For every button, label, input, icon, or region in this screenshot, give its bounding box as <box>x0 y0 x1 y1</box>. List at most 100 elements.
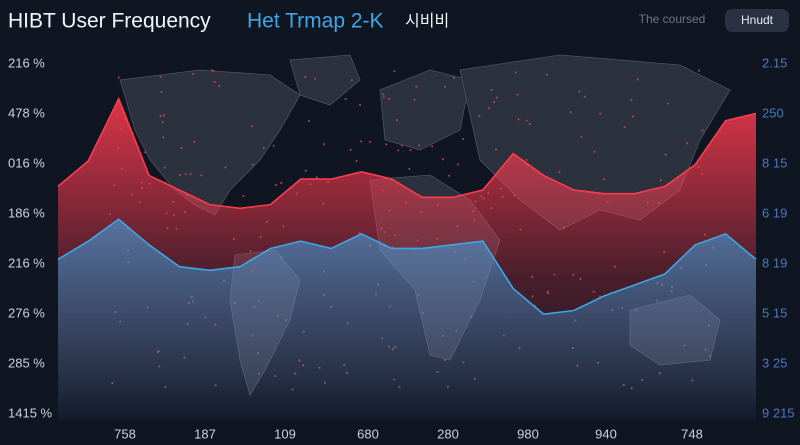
map-dot <box>701 129 704 132</box>
map-dot <box>381 93 385 96</box>
map-dot <box>315 176 318 179</box>
area <box>58 219 756 420</box>
overlay-layers <box>57 96 757 421</box>
map-dot <box>494 148 498 151</box>
map-dot <box>307 119 311 123</box>
map-dot <box>304 169 307 172</box>
left-label: 1415 % <box>8 405 53 420</box>
map-dot <box>160 90 163 93</box>
map-dot <box>457 163 460 166</box>
map-dot <box>478 114 481 117</box>
map-dot <box>583 95 586 98</box>
map-dot <box>159 114 162 118</box>
map-dot <box>415 85 418 88</box>
continent <box>119 69 301 216</box>
map-dot <box>322 143 326 146</box>
map-dot <box>599 112 602 115</box>
map-dot <box>162 114 166 117</box>
continent <box>289 54 361 106</box>
map-dot <box>487 107 490 110</box>
continent <box>379 69 471 151</box>
map-dot <box>344 97 347 101</box>
right-label: 5 15 <box>762 305 787 320</box>
map-dot <box>631 115 634 118</box>
right-label: 6 19 <box>762 205 787 220</box>
map-dot <box>667 102 670 105</box>
right-label: 2.15 <box>762 55 787 70</box>
map-dot <box>569 111 572 114</box>
map-dot <box>184 173 187 176</box>
left-label: 016 % <box>8 155 45 170</box>
map-dot <box>630 98 633 102</box>
map-dot <box>313 77 317 80</box>
map-dot <box>400 144 403 147</box>
map-dot <box>349 148 352 151</box>
subtitle: Het Trmap 2-K <box>247 10 384 33</box>
map-dot <box>413 98 416 101</box>
map-dot <box>517 118 520 121</box>
map-dot <box>393 70 396 73</box>
bottom-label: 980 <box>517 426 539 441</box>
map-dot <box>418 144 421 147</box>
map-dot <box>408 167 411 170</box>
map-dot <box>441 158 444 161</box>
left-label: 216 % <box>8 255 45 270</box>
button-label[interactable]: Hnudt <box>741 13 774 27</box>
map-dot <box>193 140 196 143</box>
map-dot <box>159 75 162 78</box>
map-dot <box>461 137 465 141</box>
map-dot <box>443 85 447 88</box>
map-dot <box>189 173 192 176</box>
map-dot <box>350 79 353 82</box>
map-dot <box>144 151 147 154</box>
map-dot <box>397 149 400 152</box>
map-dot <box>212 69 215 73</box>
bottom-label: 680 <box>357 426 379 441</box>
map-dot <box>493 100 496 103</box>
left-label: 276 % <box>8 305 45 320</box>
left-label: 478 % <box>8 105 45 120</box>
title: HIBT User Frequency <box>8 10 211 33</box>
map-dot <box>409 149 412 152</box>
header-link[interactable]: The coursed <box>639 12 706 26</box>
map-dot <box>525 119 528 122</box>
map-dot <box>448 174 451 177</box>
button[interactable] <box>725 9 789 32</box>
map-dot <box>431 145 434 148</box>
map-dot <box>163 166 166 169</box>
map-dot <box>545 73 548 76</box>
right-label: 9 215 <box>762 405 795 420</box>
right-label: 250 <box>762 105 784 120</box>
map-dot <box>623 125 626 129</box>
map-dot <box>603 178 606 181</box>
map-dot <box>395 119 398 122</box>
map-dot <box>528 122 531 126</box>
map-dot <box>304 75 307 79</box>
map-dot <box>368 140 372 144</box>
map-dot <box>659 179 662 182</box>
bottom-label: 187 <box>194 426 216 441</box>
map-dot <box>685 142 689 145</box>
map-dot <box>275 183 278 187</box>
map-dot <box>525 158 528 161</box>
map-dot <box>636 78 639 81</box>
map-dot <box>213 80 216 84</box>
map-dot <box>161 121 164 124</box>
map-dot <box>558 171 561 174</box>
map-dot <box>178 173 181 177</box>
area-edge <box>57 96 757 210</box>
map-dot <box>224 166 227 169</box>
map-dot <box>516 93 519 96</box>
map-dot <box>578 90 581 93</box>
map-dot <box>359 140 363 143</box>
map-dot <box>355 159 358 162</box>
left-label: 285 % <box>8 355 45 370</box>
map-dot <box>664 153 667 156</box>
bottom-label: 280 <box>437 426 459 441</box>
map-dot <box>242 194 245 198</box>
map-dot <box>200 174 203 177</box>
map-dot <box>358 103 362 106</box>
map-dot <box>272 144 275 147</box>
